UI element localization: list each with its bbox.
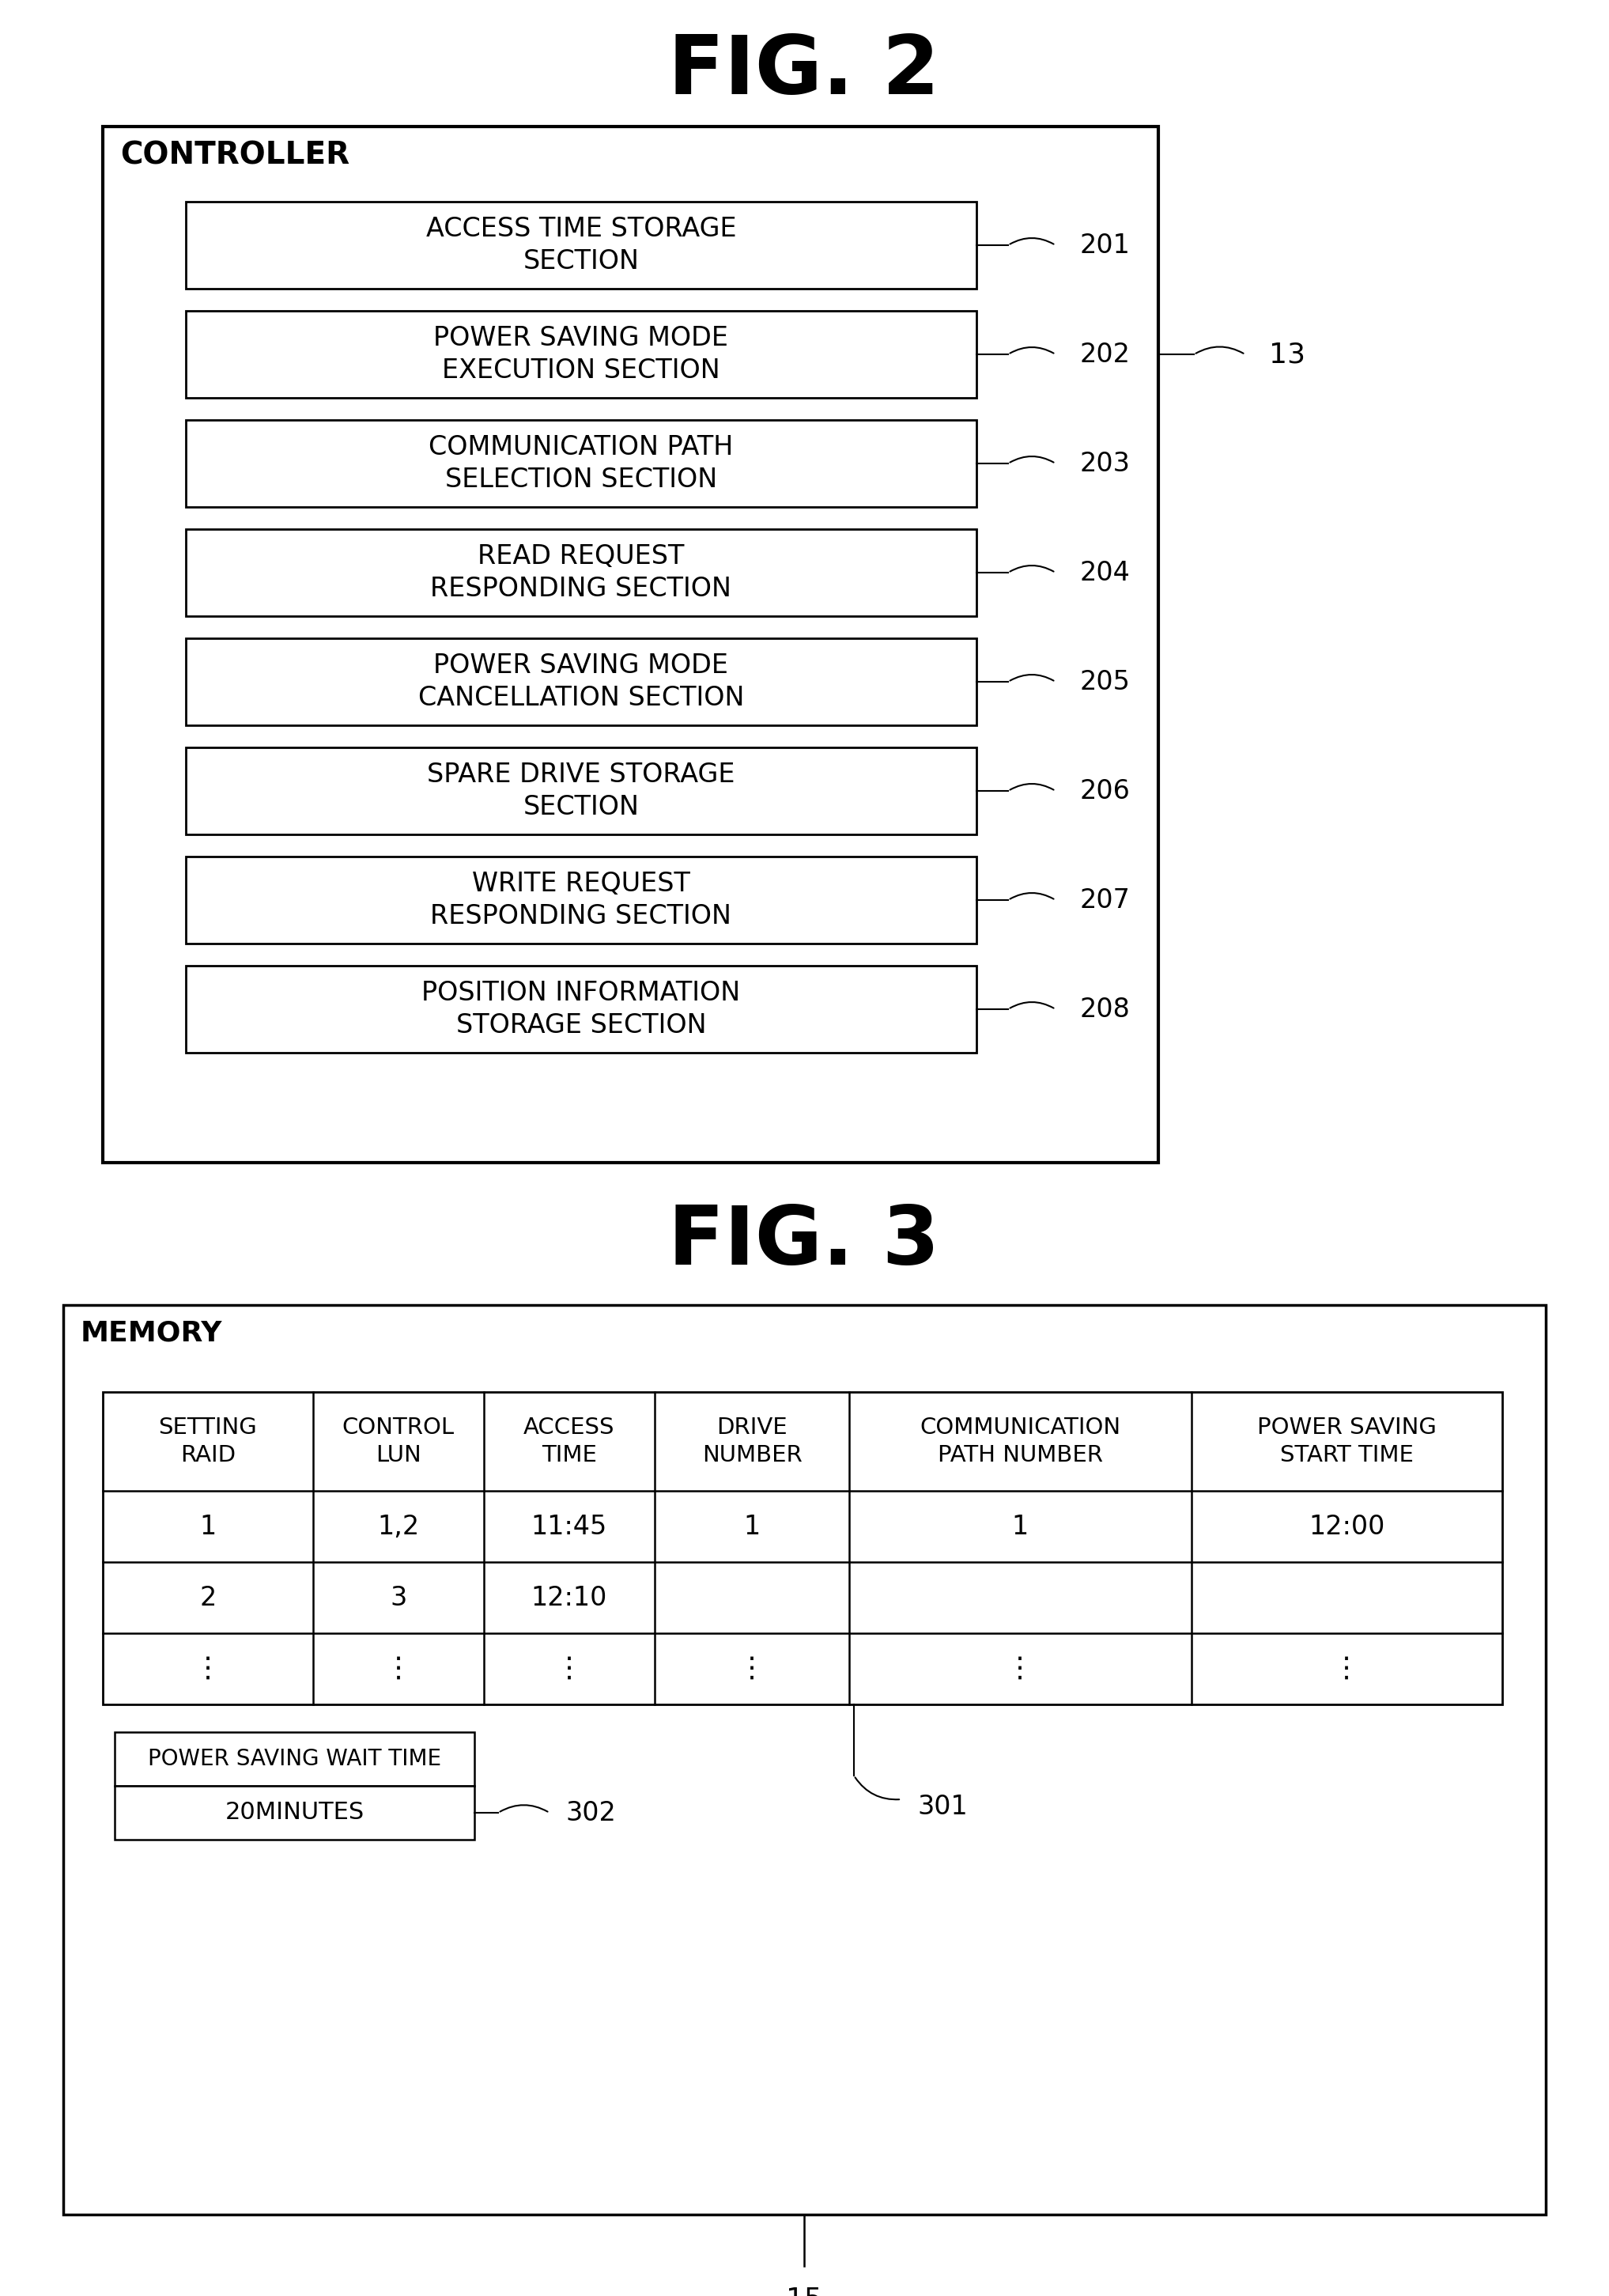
Text: POSITION INFORMATION
STORAGE SECTION: POSITION INFORMATION STORAGE SECTION: [422, 980, 740, 1038]
Text: 302: 302: [565, 1800, 616, 1825]
Text: SPARE DRIVE STORAGE
SECTION: SPARE DRIVE STORAGE SECTION: [426, 762, 735, 820]
Text: 1,2: 1,2: [377, 1513, 420, 1541]
Text: COMMUNICATION PATH
SELECTION SECTION: COMMUNICATION PATH SELECTION SECTION: [430, 434, 734, 494]
Bar: [114, 1731, 475, 1786]
Text: ⋮: ⋮: [555, 1655, 584, 1683]
Text: MEMORY: MEMORY: [80, 1320, 222, 1345]
Bar: [185, 748, 977, 833]
Text: POWER SAVING MODE
CANCELLATION SECTION: POWER SAVING MODE CANCELLATION SECTION: [418, 652, 745, 712]
Text: ACCESS
TIME: ACCESS TIME: [523, 1417, 615, 1467]
Bar: [103, 1391, 1503, 1704]
Bar: [63, 1304, 1546, 2216]
Text: 201: 201: [1080, 232, 1130, 257]
Text: 20MINUTES: 20MINUTES: [225, 1802, 364, 1825]
Text: 1: 1: [200, 1513, 216, 1541]
Text: WRITE REQUEST
RESPONDING SECTION: WRITE REQUEST RESPONDING SECTION: [431, 870, 732, 930]
Text: 2: 2: [200, 1584, 216, 1612]
Text: 1: 1: [1012, 1513, 1028, 1541]
Text: ⋮: ⋮: [193, 1655, 222, 1683]
Bar: [185, 202, 977, 289]
Text: 13: 13: [1270, 342, 1305, 367]
Bar: [185, 856, 977, 944]
Text: 207: 207: [1080, 886, 1130, 914]
Bar: [185, 310, 977, 397]
Text: 203: 203: [1080, 450, 1130, 478]
Text: 202: 202: [1080, 342, 1130, 367]
Text: 206: 206: [1080, 778, 1130, 804]
Text: ⋮: ⋮: [1006, 1655, 1035, 1683]
Text: 205: 205: [1080, 668, 1130, 696]
Text: FIG. 2: FIG. 2: [668, 32, 940, 110]
Bar: [103, 126, 1158, 1162]
Text: ACCESS TIME STORAGE
SECTION: ACCESS TIME STORAGE SECTION: [426, 216, 737, 273]
Text: POWER SAVING
START TIME: POWER SAVING START TIME: [1257, 1417, 1437, 1467]
Bar: [185, 420, 977, 507]
Text: CONTROLLER: CONTROLLER: [121, 140, 349, 170]
Text: DRIVE
NUMBER: DRIVE NUMBER: [702, 1417, 803, 1467]
Text: 12:00: 12:00: [1308, 1513, 1385, 1541]
Text: ⋮: ⋮: [737, 1655, 766, 1683]
Text: 1: 1: [743, 1513, 761, 1541]
Bar: [185, 967, 977, 1052]
Text: POWER SAVING MODE
EXECUTION SECTION: POWER SAVING MODE EXECUTION SECTION: [434, 326, 729, 383]
Text: COMMUNICATION
PATH NUMBER: COMMUNICATION PATH NUMBER: [920, 1417, 1121, 1467]
Bar: [185, 528, 977, 615]
Text: 301: 301: [917, 1793, 967, 1821]
Text: CONTROL
LUN: CONTROL LUN: [343, 1417, 454, 1467]
Text: POWER SAVING WAIT TIME: POWER SAVING WAIT TIME: [148, 1747, 441, 1770]
Text: 204: 204: [1080, 560, 1130, 585]
Text: 208: 208: [1080, 996, 1130, 1022]
Text: SETTING
RAID: SETTING RAID: [158, 1417, 257, 1467]
Text: 15: 15: [785, 2287, 822, 2296]
Text: 3: 3: [389, 1584, 407, 1612]
Text: 12:10: 12:10: [531, 1584, 607, 1612]
Text: 11:45: 11:45: [531, 1513, 607, 1541]
Text: READ REQUEST
RESPONDING SECTION: READ REQUEST RESPONDING SECTION: [431, 544, 732, 602]
Bar: [185, 638, 977, 726]
Bar: [114, 1786, 475, 1839]
Text: ⋮: ⋮: [385, 1655, 412, 1683]
Text: FIG. 3: FIG. 3: [668, 1201, 940, 1281]
Text: ⋮: ⋮: [1332, 1655, 1361, 1683]
